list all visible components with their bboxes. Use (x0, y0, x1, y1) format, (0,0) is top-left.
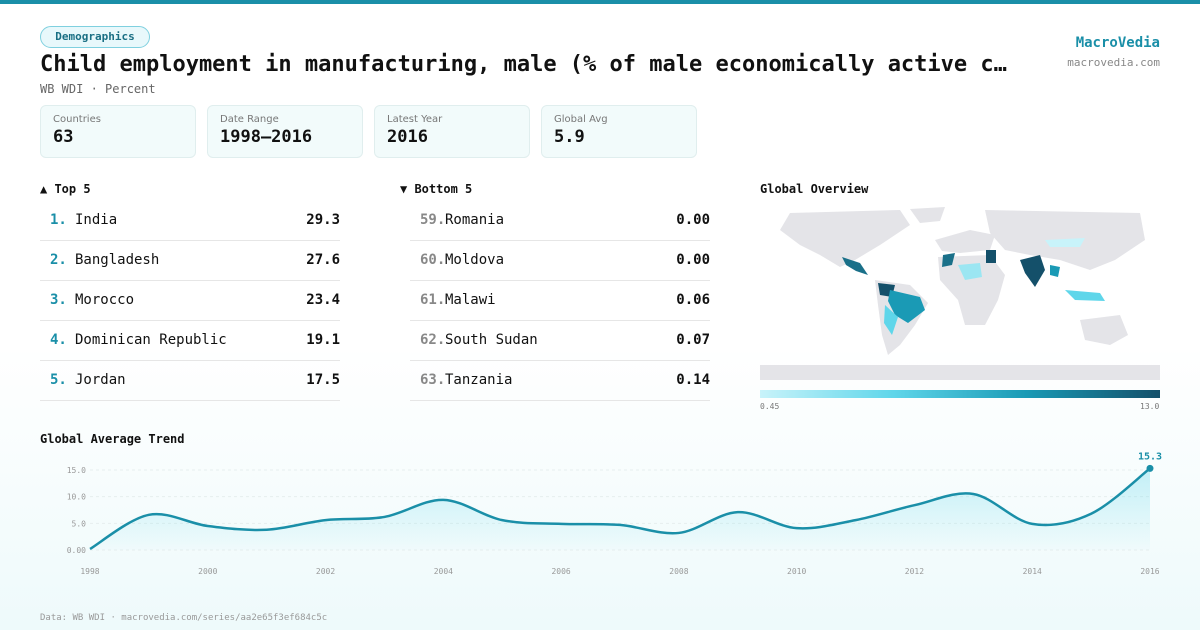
x-tick-label: 2012 (905, 567, 924, 576)
value-label: 15.3 (1138, 451, 1162, 462)
country-value: 0.00 (676, 212, 710, 228)
rank: 4. (50, 332, 67, 348)
x-tick-label: 2006 (551, 567, 570, 576)
stat-value: 5.9 (554, 127, 585, 147)
country-value: 23.4 (306, 292, 340, 308)
rank-row: 3. Morocco 23.4 (40, 280, 340, 321)
country-name: Malawi (445, 292, 496, 308)
country-name: Dominican Republic (75, 332, 227, 348)
rank-row: 60. Moldova 0.00 (410, 240, 710, 281)
rank: 63. (420, 372, 446, 388)
chart-title: Global Average Trend (40, 432, 185, 446)
country-name: Romania (445, 212, 505, 228)
country-name: Jordan (75, 372, 126, 388)
stat-card: Global Avg 5.9 (541, 105, 697, 158)
map-title: Global Overview (760, 182, 869, 196)
stat-label: Latest Year (387, 114, 443, 125)
country-name: Moldova (445, 252, 505, 268)
country-value: 0.07 (676, 332, 710, 348)
stat-value: 1998–2016 (220, 127, 313, 147)
y-tick-label: 0.00 (67, 546, 86, 555)
brand-url[interactable]: macrovedia.com (1067, 56, 1160, 69)
x-tick-label: 2014 (1023, 567, 1042, 576)
rank-row: 61. Malawi 0.06 (410, 280, 710, 321)
page-title: Child employment in manufacturing, male … (40, 52, 1007, 77)
stat-label: Date Range (220, 114, 279, 125)
x-tick-label: 2016 (1140, 567, 1159, 576)
line (89, 467, 1151, 551)
country-name: South Sudan (445, 332, 538, 348)
rank-row: 5. Jordan 17.5 (40, 360, 340, 401)
top-bar (0, 0, 1200, 4)
y-tick-label: 10.0 (67, 493, 86, 502)
footer: Data: WB WDI · macrovedia.com/series/aa2… (40, 613, 328, 623)
country-value: 27.6 (306, 252, 340, 268)
stat-label: Countries (53, 114, 101, 125)
stat-value: 63 (53, 127, 74, 147)
stat-card: Countries 63 (40, 105, 196, 158)
stat-label: Global Avg (554, 114, 608, 125)
top-heading: ▲ Top 5 (40, 182, 91, 196)
legend-min: 0.45 (760, 402, 780, 411)
rank: 2. (50, 252, 67, 268)
brand[interactable]: MacroVedia (1075, 35, 1160, 51)
map-legend-gradient (760, 390, 1160, 398)
country-value: 29.3 (306, 212, 340, 228)
rank: 61. (420, 292, 446, 308)
trend-chart: 0.00 5.0 10.0 15.0 1998 2000 2002 2004 2006 2008 2… (67, 451, 1162, 576)
country-name: Bangladesh (75, 252, 160, 268)
x-tick-label: 2002 (316, 567, 335, 576)
legend-max: 13.0 (1140, 402, 1160, 411)
rank: 1. (50, 212, 67, 228)
rank: 59. (420, 212, 446, 228)
country-name: Tanzania (445, 372, 513, 388)
rank-row: 4. Dominican Republic 19.1 (40, 320, 340, 361)
land (760, 207, 1160, 380)
subtitle: WB WDI · Percent (40, 82, 156, 96)
highlighted-countries (842, 238, 1105, 335)
stat-card: Latest Year 2016 (374, 105, 530, 158)
x-tick-label: 2000 (198, 567, 217, 576)
country-value: 19.1 (306, 332, 340, 348)
rank-row: 63. Tanzania 0.14 (410, 360, 710, 401)
rank: 62. (420, 332, 446, 348)
rank: 5. (50, 372, 67, 388)
bottom-heading: ▼ Bottom 5 (400, 182, 473, 196)
country-name: India (75, 212, 118, 228)
country-value: 0.14 (676, 372, 710, 388)
rank-row: 1. India 29.3 (40, 200, 340, 241)
country-value: 0.00 (676, 252, 710, 268)
world-map (760, 207, 1160, 380)
country-value: 17.5 (306, 372, 340, 388)
y-tick-label: 15.0 (67, 466, 86, 475)
x-tick-label: 2004 (434, 567, 453, 576)
rank-row: 2. Bangladesh 27.6 (40, 240, 340, 281)
country-name: Morocco (75, 292, 135, 308)
y-tick-label: 5.0 (72, 519, 87, 528)
rank-row: 62. South Sudan 0.07 (410, 320, 710, 361)
rank: 3. (50, 292, 67, 308)
x-tick-label: 2010 (787, 567, 806, 576)
rank-row: 59. Romania 0.00 (410, 200, 710, 241)
x-tick-label: 2008 (669, 567, 688, 576)
x-tick-label: 1998 (80, 567, 99, 576)
country-value: 0.06 (676, 292, 710, 308)
stat-card: Date Range 1998–2016 (207, 105, 363, 158)
category-tag[interactable]: Demographics (40, 26, 150, 48)
area (90, 468, 1150, 550)
point (1146, 464, 1154, 472)
rank: 60. (420, 252, 446, 268)
stat-value: 2016 (387, 127, 428, 147)
